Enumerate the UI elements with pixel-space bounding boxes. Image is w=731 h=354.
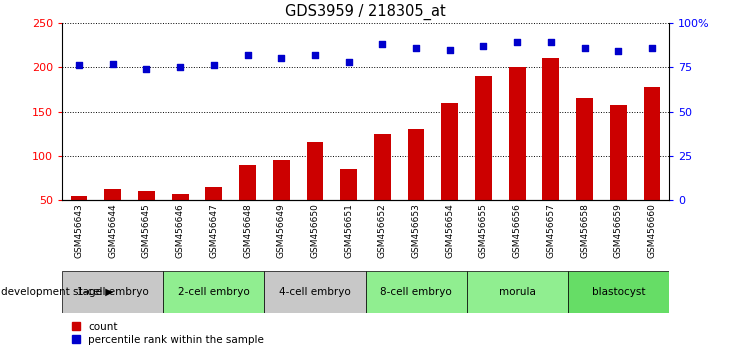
FancyBboxPatch shape [466,271,568,313]
Bar [138,191,155,244]
Point [140,66,152,72]
Text: blastocyst: blastocyst [591,287,645,297]
Point [477,43,489,49]
Text: 4-cell embryo: 4-cell embryo [279,287,351,297]
Point [579,45,591,51]
Text: development stage ▶: development stage ▶ [1,287,114,297]
Text: GSM456652: GSM456652 [378,204,387,258]
Text: GSM456651: GSM456651 [344,204,353,258]
Bar [509,67,526,244]
Bar [610,105,626,244]
FancyBboxPatch shape [163,271,265,313]
Point [242,52,254,58]
Bar [71,195,88,244]
Text: GSM456647: GSM456647 [209,204,219,258]
Bar [475,76,492,244]
Point [208,63,219,68]
Bar [239,165,256,244]
Text: GSM456658: GSM456658 [580,204,589,258]
Text: GSM456660: GSM456660 [648,204,656,258]
Title: GDS3959 / 218305_at: GDS3959 / 218305_at [285,4,446,20]
Text: GSM456648: GSM456648 [243,204,252,258]
Text: GSM456656: GSM456656 [512,204,522,258]
Point [73,63,85,68]
FancyBboxPatch shape [366,271,466,313]
Point [444,47,455,52]
Text: morula: morula [499,287,536,297]
Point [276,56,287,61]
Text: GSM456659: GSM456659 [614,204,623,258]
Bar [542,58,559,244]
FancyBboxPatch shape [568,271,669,313]
Text: GSM456654: GSM456654 [445,204,454,258]
Text: 1-cell embryo: 1-cell embryo [77,287,148,297]
Point [376,41,388,47]
Text: GSM456643: GSM456643 [75,204,83,258]
Point [410,45,422,51]
Bar [306,142,323,244]
Point [511,40,523,45]
Bar [442,103,458,244]
Bar [172,194,189,244]
FancyBboxPatch shape [265,271,366,313]
Point [107,61,118,67]
Text: GSM456649: GSM456649 [277,204,286,258]
Bar [643,87,660,244]
Text: GSM456644: GSM456644 [108,204,117,258]
Text: GSM456653: GSM456653 [412,204,420,258]
Bar [408,129,425,244]
Bar [340,169,357,244]
Bar [105,189,121,244]
Text: GSM456646: GSM456646 [175,204,185,258]
Point [613,48,624,54]
Text: GSM456655: GSM456655 [479,204,488,258]
Text: GSM456657: GSM456657 [546,204,556,258]
Text: GSM456645: GSM456645 [142,204,151,258]
Point [646,45,658,51]
Point [174,64,186,70]
Bar [374,133,391,244]
Bar [273,160,289,244]
Text: GSM456650: GSM456650 [311,204,319,258]
Point [309,52,321,58]
Text: 2-cell embryo: 2-cell embryo [178,287,250,297]
Bar [205,187,222,244]
Point [343,59,355,65]
FancyBboxPatch shape [62,271,163,313]
Text: 8-cell embryo: 8-cell embryo [380,287,452,297]
Point [545,40,557,45]
Legend: count, percentile rank within the sample: count, percentile rank within the sample [67,317,268,349]
Bar [576,98,593,244]
